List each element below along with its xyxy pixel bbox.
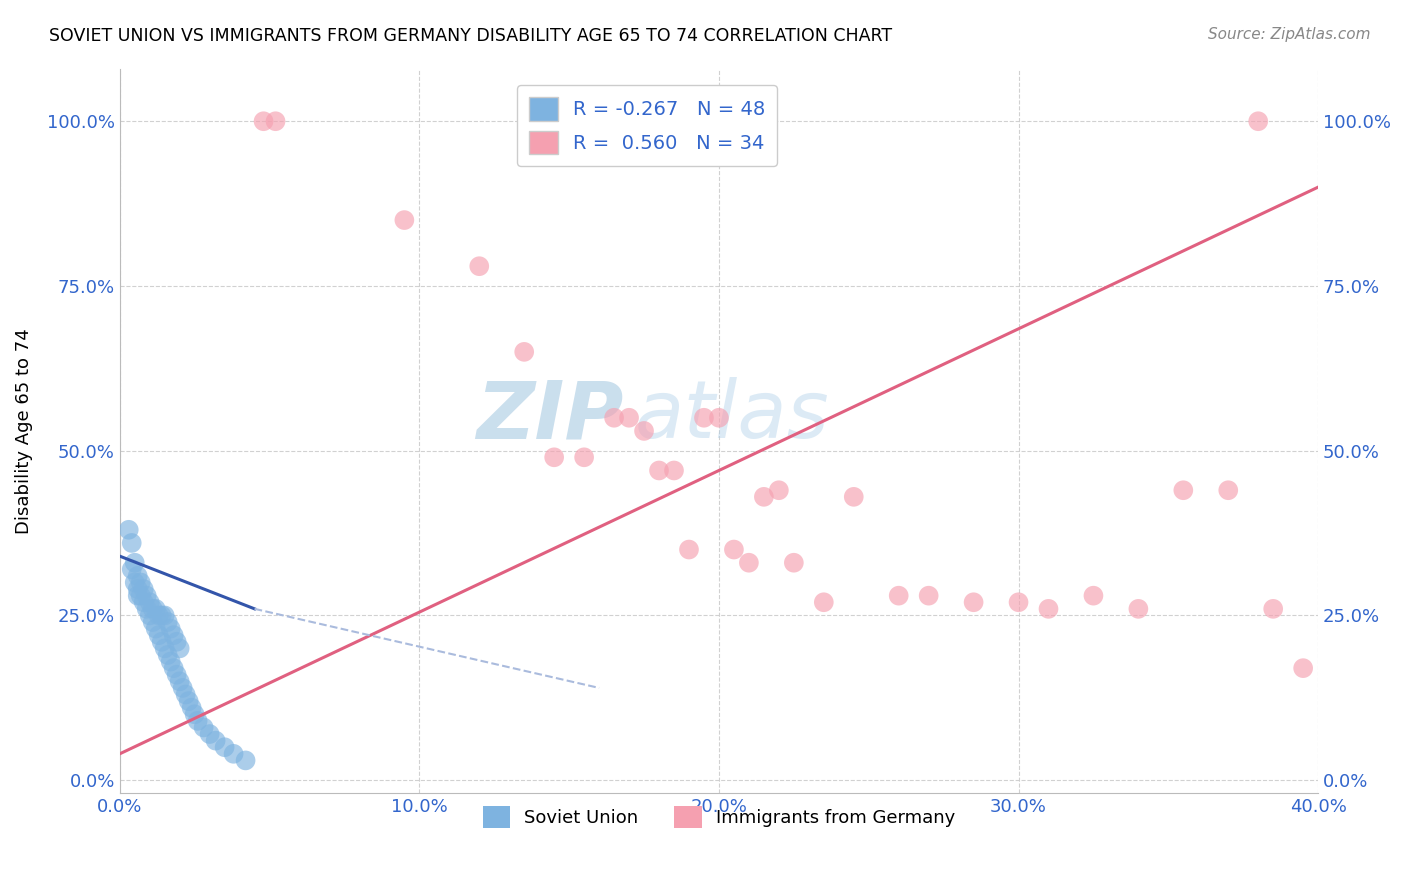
Point xyxy=(394,213,416,227)
Point xyxy=(172,681,194,695)
Point xyxy=(723,542,745,557)
Point xyxy=(222,747,245,761)
Point xyxy=(1247,114,1270,128)
Point xyxy=(129,575,152,590)
Point xyxy=(118,523,141,537)
Point xyxy=(962,595,984,609)
Point xyxy=(1263,602,1285,616)
Point xyxy=(1038,602,1060,616)
Point xyxy=(138,608,160,623)
Point xyxy=(813,595,835,609)
Text: ZIP: ZIP xyxy=(475,377,623,456)
Point xyxy=(633,424,655,438)
Point xyxy=(662,463,685,477)
Point xyxy=(148,628,170,642)
Point xyxy=(135,602,157,616)
Text: Source: ZipAtlas.com: Source: ZipAtlas.com xyxy=(1208,27,1371,42)
Point xyxy=(177,694,200,708)
Point xyxy=(617,410,640,425)
Point xyxy=(678,542,700,557)
Point xyxy=(887,589,910,603)
Point xyxy=(543,450,565,465)
Point xyxy=(183,707,205,722)
Point xyxy=(180,700,202,714)
Point xyxy=(572,450,595,465)
Point xyxy=(214,740,236,755)
Point xyxy=(135,589,157,603)
Point xyxy=(768,483,790,498)
Point xyxy=(142,602,165,616)
Point xyxy=(513,344,536,359)
Point xyxy=(132,595,155,609)
Point xyxy=(166,667,188,681)
Point xyxy=(204,733,226,747)
Point xyxy=(150,608,173,623)
Point xyxy=(252,114,274,128)
Point xyxy=(121,536,143,550)
Point xyxy=(707,410,730,425)
Point xyxy=(198,727,221,741)
Y-axis label: Disability Age 65 to 74: Disability Age 65 to 74 xyxy=(15,328,32,533)
Point xyxy=(193,721,215,735)
Point xyxy=(169,674,191,689)
Point xyxy=(153,641,176,656)
Point xyxy=(159,655,181,669)
Point xyxy=(1173,483,1195,498)
Point xyxy=(693,410,716,425)
Point xyxy=(150,634,173,648)
Point xyxy=(127,569,149,583)
Point xyxy=(163,661,186,675)
Point xyxy=(169,641,191,656)
Point xyxy=(127,582,149,596)
Point xyxy=(124,556,146,570)
Point xyxy=(127,589,149,603)
Point xyxy=(783,556,806,570)
Point xyxy=(738,556,761,570)
Point xyxy=(842,490,865,504)
Point xyxy=(1007,595,1029,609)
Point xyxy=(166,634,188,648)
Point xyxy=(648,463,671,477)
Point xyxy=(603,410,626,425)
Point xyxy=(1218,483,1240,498)
Text: SOVIET UNION VS IMMIGRANTS FROM GERMANY DISABILITY AGE 65 TO 74 CORRELATION CHAR: SOVIET UNION VS IMMIGRANTS FROM GERMANY … xyxy=(49,27,893,45)
Point xyxy=(153,608,176,623)
Point xyxy=(145,622,167,636)
Point xyxy=(917,589,939,603)
Point xyxy=(142,615,165,629)
Point xyxy=(121,562,143,576)
Point xyxy=(145,602,167,616)
Legend: Soviet Union, Immigrants from Germany: Soviet Union, Immigrants from Germany xyxy=(475,798,963,835)
Point xyxy=(138,595,160,609)
Point xyxy=(235,753,257,767)
Point xyxy=(1292,661,1315,675)
Point xyxy=(159,622,181,636)
Point xyxy=(156,615,179,629)
Point xyxy=(468,259,491,273)
Point xyxy=(148,608,170,623)
Point xyxy=(1128,602,1150,616)
Text: atlas: atlas xyxy=(636,377,830,456)
Point xyxy=(1083,589,1105,603)
Point xyxy=(132,582,155,596)
Point xyxy=(187,714,209,728)
Point xyxy=(264,114,287,128)
Point xyxy=(163,628,186,642)
Point xyxy=(752,490,775,504)
Point xyxy=(156,648,179,662)
Point xyxy=(124,575,146,590)
Point xyxy=(129,589,152,603)
Point xyxy=(174,688,197,702)
